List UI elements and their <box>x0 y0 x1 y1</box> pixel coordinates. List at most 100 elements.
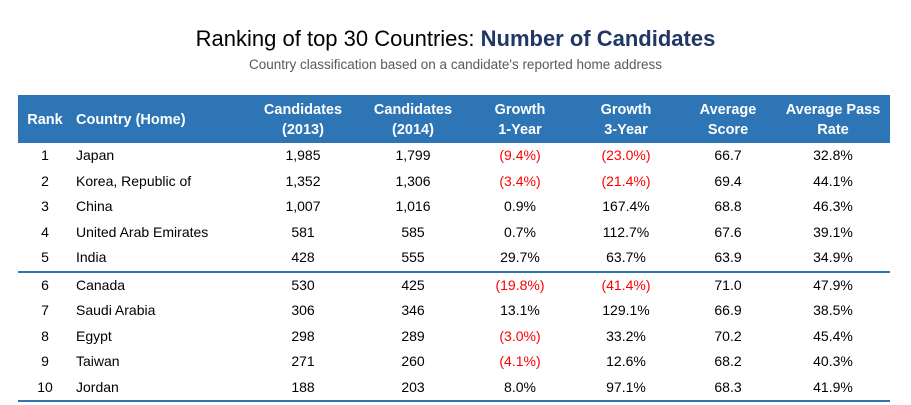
cell-candidates-2013: 530 <box>291 276 315 293</box>
table-row: 7 Saudi Arabia 306 346 13.1% 129.1% 66.9 38.5% <box>18 298 890 324</box>
table-row: 10 Jordan 188 203 8.0% 97.1% 68.3 41.9% <box>18 374 890 402</box>
cell-rank: 2 <box>41 172 49 189</box>
title-prefix: Ranking of top 30 Countries: <box>195 26 481 51</box>
cell-growth-3-year: (21.4%) <box>601 172 651 189</box>
cell-candidates-2014: 289 <box>401 327 425 344</box>
cell-candidates-2014: 1,016 <box>395 198 431 214</box>
cell-rank: 1 <box>41 147 49 163</box>
cell-growth-3-year: 63.7% <box>572 245 680 273</box>
cell-average-score: 68.8 <box>714 198 742 214</box>
cell-country: United Arab Emirates <box>76 223 209 240</box>
cell-country: Egypt <box>76 327 112 344</box>
cell-growth-1-year: 8.0% <box>468 374 572 402</box>
cell-average-score: 67.6 <box>714 223 742 240</box>
cell-rank: 7 <box>41 302 49 318</box>
cell-growth-1-year: (19.8%) <box>495 276 545 293</box>
cell-average-pass-rate: 44.1% <box>813 172 853 189</box>
cell-average-score: 68.2 <box>714 353 742 369</box>
cell-average-pass-rate: 38.5% <box>813 302 853 318</box>
cell-growth-3-year: (41.4%) <box>601 276 651 293</box>
cell-candidates-2013: 188 <box>248 374 358 402</box>
table-row: 9 Taiwan 271 260 (4.1%) 12.6% 68.2 40.3% <box>18 349 890 375</box>
cell-average-pass-rate: 32.8% <box>813 147 853 163</box>
cell-average-pass-rate: 45.4% <box>813 327 853 344</box>
cell-rank: 10 <box>18 374 72 402</box>
cell-growth-3-year: 97.1% <box>572 374 680 402</box>
cell-average-score: 66.9 <box>714 302 742 318</box>
cell-rank: 5 <box>18 245 72 273</box>
header-rank: Rank <box>18 95 72 143</box>
cell-candidates-2013: 1,007 <box>285 198 321 214</box>
ranking-table: Rank Country (Home) Candidates (2013) Can… <box>18 95 890 402</box>
cell-growth-1-year: (9.4%) <box>499 147 541 163</box>
cell-average-pass-rate: 46.3% <box>813 198 853 214</box>
cell-candidates-2013: 1,352 <box>285 172 321 189</box>
cell-average-score: 63.9 <box>680 245 776 273</box>
cell-candidates-2014: 260 <box>401 353 425 369</box>
cell-growth-3-year: 33.2% <box>606 327 646 344</box>
cell-country: Korea, Republic of <box>76 172 192 189</box>
cell-average-score: 68.3 <box>680 374 776 402</box>
cell-average-pass-rate: 47.9% <box>813 276 853 293</box>
cell-country: Saudi Arabia <box>76 302 156 318</box>
cell-candidates-2014: 346 <box>401 302 425 318</box>
table-row: 6 Canada 530 425 (19.8%) (41.4%) 71.0 47.9% <box>18 272 890 299</box>
cell-growth-3-year: 112.7% <box>602 223 650 240</box>
cell-average-score: 71.0 <box>714 276 742 293</box>
cell-growth-1-year: (3.4%) <box>499 172 541 189</box>
cell-average-pass-rate: 39.1% <box>813 223 853 240</box>
cell-growth-1-year: 0.9% <box>504 198 536 214</box>
cell-candidates-2014: 1,799 <box>395 147 431 163</box>
cell-growth-3-year: 167.4% <box>602 198 650 214</box>
cell-country: Canada <box>76 276 126 293</box>
cell-growth-1-year: 0.7% <box>504 223 536 240</box>
cell-average-pass-rate: 41.9% <box>776 374 890 402</box>
cell-candidates-2014: 425 <box>401 276 425 293</box>
header-growth-1-year: Growth 1-Year <box>468 95 572 143</box>
cell-growth-3-year: 129.1% <box>602 302 650 318</box>
header-row: Rank Country (Home) Candidates (2013) Can… <box>18 95 890 143</box>
cell-rank: 9 <box>41 353 49 369</box>
table-row: 3 China 1,007 1,016 0.9% 167.4% 68.8 46.3% <box>18 194 890 220</box>
cell-country: Taiwan <box>76 353 120 369</box>
page-title: Ranking of top 30 Countries: Number of C… <box>0 25 911 53</box>
title-emphasis: Number of Candidates <box>480 26 716 51</box>
cell-average-score: 66.7 <box>714 147 742 163</box>
header-candidates-2013: Candidates (2013) <box>248 95 358 143</box>
header-growth-3-year: Growth 3-Year <box>572 95 680 143</box>
cell-rank: 3 <box>41 198 49 214</box>
cell-country: China <box>76 198 113 214</box>
cell-candidates-2013: 271 <box>291 353 315 369</box>
cell-candidates-2014: 585 <box>401 223 425 240</box>
cell-country: Jordan <box>72 374 248 402</box>
table-row: 5 India 428 555 29.7% 63.7% 63.9 34.9% <box>18 245 890 273</box>
cell-candidates-2013: 428 <box>248 245 358 273</box>
cell-candidates-2013: 306 <box>291 302 315 318</box>
cell-growth-1-year: 13.1% <box>500 302 540 318</box>
header-candidates-2014: Candidates (2014) <box>358 95 468 143</box>
table-row: 4 United Arab Emirates 581 585 0.7% 112.7% 67.… <box>18 220 890 246</box>
table-row: 1 Japan 1,985 1,799 (9.4%) (23.0%) 66.7 32.8% <box>18 143 890 169</box>
header-country: Country (Home) <box>72 95 248 143</box>
cell-average-pass-rate: 40.3% <box>813 353 853 369</box>
cell-rank: 6 <box>41 276 49 293</box>
cell-growth-3-year: 12.6% <box>606 353 646 369</box>
cell-growth-1-year: (4.1%) <box>499 353 541 369</box>
cell-average-score: 70.2 <box>714 327 742 344</box>
cell-country: India <box>72 245 248 273</box>
table-header: Rank Country (Home) Candidates (2013) Can… <box>18 95 890 143</box>
cell-average-score: 69.4 <box>714 172 742 189</box>
cell-rank: 8 <box>41 327 49 344</box>
cell-average-pass-rate: 34.9% <box>776 245 890 273</box>
header-average-pass-rate: Average Pass Rate <box>776 95 890 143</box>
cell-rank: 4 <box>41 223 49 240</box>
table-body: 1 Japan 1,985 1,799 (9.4%) (23.0%) 66.7 32.8% 2 K… <box>18 143 890 402</box>
cell-candidates-2013: 298 <box>291 327 315 344</box>
cell-candidates-2013: 1,985 <box>285 147 321 163</box>
cell-growth-1-year: 29.7% <box>468 245 572 273</box>
table-row: 2 Korea, Republic of 1,352 1,306 (3.4%) (21.4… <box>18 169 890 195</box>
header-average-score: Average Score <box>680 95 776 143</box>
cell-growth-1-year: (3.0%) <box>499 327 541 344</box>
cell-candidates-2013: 581 <box>291 223 315 240</box>
cell-candidates-2014: 1,306 <box>395 172 431 189</box>
